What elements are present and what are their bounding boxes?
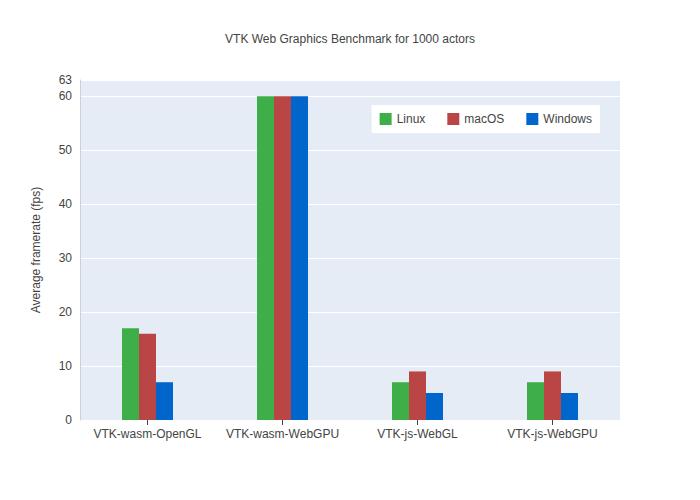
svg-text:macOS: macOS <box>464 112 504 126</box>
svg-text:VTK-wasm-OpenGL: VTK-wasm-OpenGL <box>93 427 201 441</box>
svg-text:20: 20 <box>59 305 73 319</box>
svg-text:30: 30 <box>59 251 73 265</box>
svg-text:10: 10 <box>59 359 73 373</box>
svg-text:Linux: Linux <box>397 112 426 126</box>
svg-text:VTK-js-WebGL: VTK-js-WebGL <box>377 427 458 441</box>
svg-text:VTK-js-WebGPU: VTK-js-WebGPU <box>507 427 597 441</box>
svg-text:VTK-wasm-WebGPU: VTK-wasm-WebGPU <box>226 427 339 441</box>
svg-text:40: 40 <box>59 197 73 211</box>
svg-text:Average framerate (fps): Average framerate (fps) <box>29 187 43 314</box>
svg-text:VTK Web Graphics Benchmark for: VTK Web Graphics Benchmark for 1000 acto… <box>225 32 475 46</box>
svg-text:0: 0 <box>65 413 72 427</box>
svg-text:50: 50 <box>59 143 73 157</box>
svg-text:Windows: Windows <box>543 112 592 126</box>
svg-text:60: 60 <box>59 89 73 103</box>
svg-text:63: 63 <box>59 73 73 87</box>
